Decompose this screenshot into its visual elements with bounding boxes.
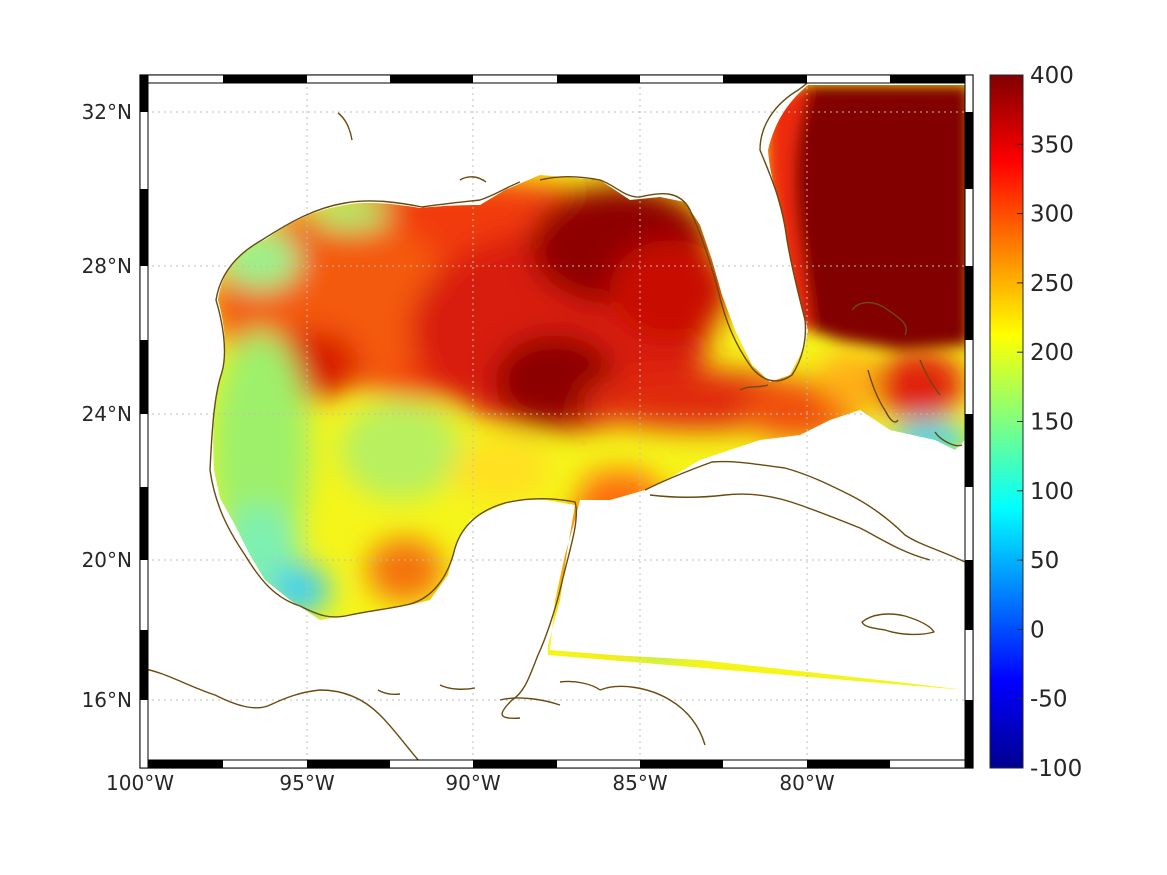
colorbar: 400 350 300 250 200 150 100 50 0 -50 -100 — [989, 63, 1082, 782]
lat-tick-24n: 24°N — [82, 402, 132, 426]
colorbar-tick-label: 100 — [1030, 479, 1074, 505]
colorbar-tick-label: 50 — [1030, 548, 1059, 574]
lat-tick-20n: 20°N — [82, 548, 132, 572]
colorbar-tick-label: -50 — [1030, 687, 1068, 713]
colorbar-tick-label: 350 — [1030, 132, 1074, 158]
colorbar-ticks: 400 350 300 250 200 150 100 50 0 -50 -100 — [1017, 63, 1082, 782]
graticule — [140, 75, 973, 768]
sea-surface-field — [213, 85, 966, 690]
colorbar-tick-label: -100 — [1030, 756, 1082, 782]
colorbar-tick-label: 0 — [1030, 617, 1045, 643]
lon-tick-90w: 90°W — [445, 771, 500, 795]
lon-tick-85w: 85°W — [612, 771, 667, 795]
colorbar-tick-label: 250 — [1030, 271, 1074, 297]
lat-tick-28n: 28°N — [82, 254, 132, 278]
lon-tick-100w: 100°W — [106, 771, 174, 795]
colorbar-tick-label: 150 — [1030, 410, 1074, 436]
lon-tick-labels: 100°W 95°W 90°W 85°W 80°W — [106, 771, 835, 795]
lat-tick-16n: 16°N — [82, 688, 132, 712]
coastlines — [140, 75, 966, 768]
colorbar-tick-label: 300 — [1030, 202, 1074, 228]
colorbar-tick-label: 200 — [1030, 340, 1074, 366]
lat-tick-32n: 32°N — [82, 100, 132, 124]
lon-tick-95w: 95°W — [279, 771, 334, 795]
lat-tick-labels: 32°N 28°N 24°N 20°N 16°N — [82, 100, 132, 712]
map-frame — [139, 74, 974, 769]
lon-tick-80w: 80°W — [779, 771, 834, 795]
colorbar-tick-label: 400 — [1030, 63, 1074, 89]
